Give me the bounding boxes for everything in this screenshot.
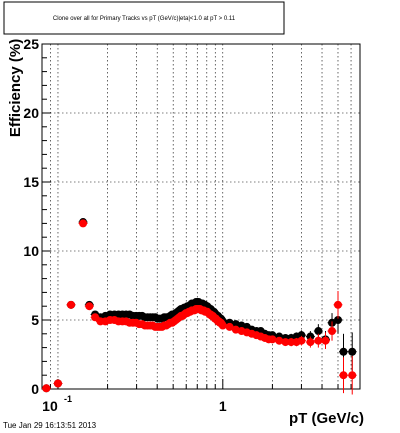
data-point bbox=[328, 327, 337, 336]
data-points bbox=[41, 218, 357, 395]
data-point bbox=[339, 347, 348, 356]
data-point bbox=[53, 379, 62, 388]
grid bbox=[41, 44, 360, 389]
y-tick-label: 20 bbox=[23, 105, 39, 121]
timestamp: Tue Jan 29 16:13:51 2013 bbox=[3, 421, 97, 430]
series-red bbox=[41, 219, 357, 395]
y-axis-title: Efficiency (%) bbox=[7, 39, 24, 137]
axis-ticks: 0 5 10 15 20 25 10 -1 1 bbox=[23, 36, 352, 414]
y-tick-label: 0 bbox=[31, 381, 39, 397]
data-point bbox=[333, 300, 342, 309]
data-point bbox=[314, 336, 323, 345]
y-tick-label: 25 bbox=[23, 36, 39, 52]
data-point bbox=[297, 336, 306, 345]
data-point bbox=[297, 331, 306, 340]
plot-frame bbox=[41, 43, 361, 390]
data-point bbox=[333, 316, 342, 324]
data-point bbox=[314, 327, 323, 336]
data-point bbox=[225, 322, 234, 331]
data-point bbox=[306, 338, 315, 347]
data-point bbox=[339, 371, 348, 380]
x-axis-title: pT (GeV/c) bbox=[289, 410, 364, 427]
y-tick-label: 10 bbox=[23, 243, 39, 259]
data-point bbox=[79, 219, 88, 228]
data-point bbox=[348, 347, 357, 356]
y-tick-label: 15 bbox=[23, 174, 39, 190]
data-point bbox=[42, 384, 51, 393]
data-point bbox=[348, 371, 357, 380]
data-point bbox=[218, 321, 227, 330]
data-point bbox=[67, 300, 76, 309]
data-point bbox=[268, 335, 277, 344]
data-point bbox=[321, 336, 330, 345]
data-point bbox=[281, 338, 290, 347]
chart-title: Clone over all for Primary Tracks vs pT … bbox=[53, 16, 236, 22]
title-box bbox=[3, 1, 285, 35]
data-point bbox=[275, 336, 284, 345]
x-tick-label: 1 bbox=[219, 398, 227, 414]
y-tick-label: 5 bbox=[31, 312, 39, 328]
x-tick-label: 10 bbox=[42, 398, 58, 414]
x-tick-label-exponent: -1 bbox=[64, 394, 72, 404]
data-point bbox=[85, 302, 94, 311]
